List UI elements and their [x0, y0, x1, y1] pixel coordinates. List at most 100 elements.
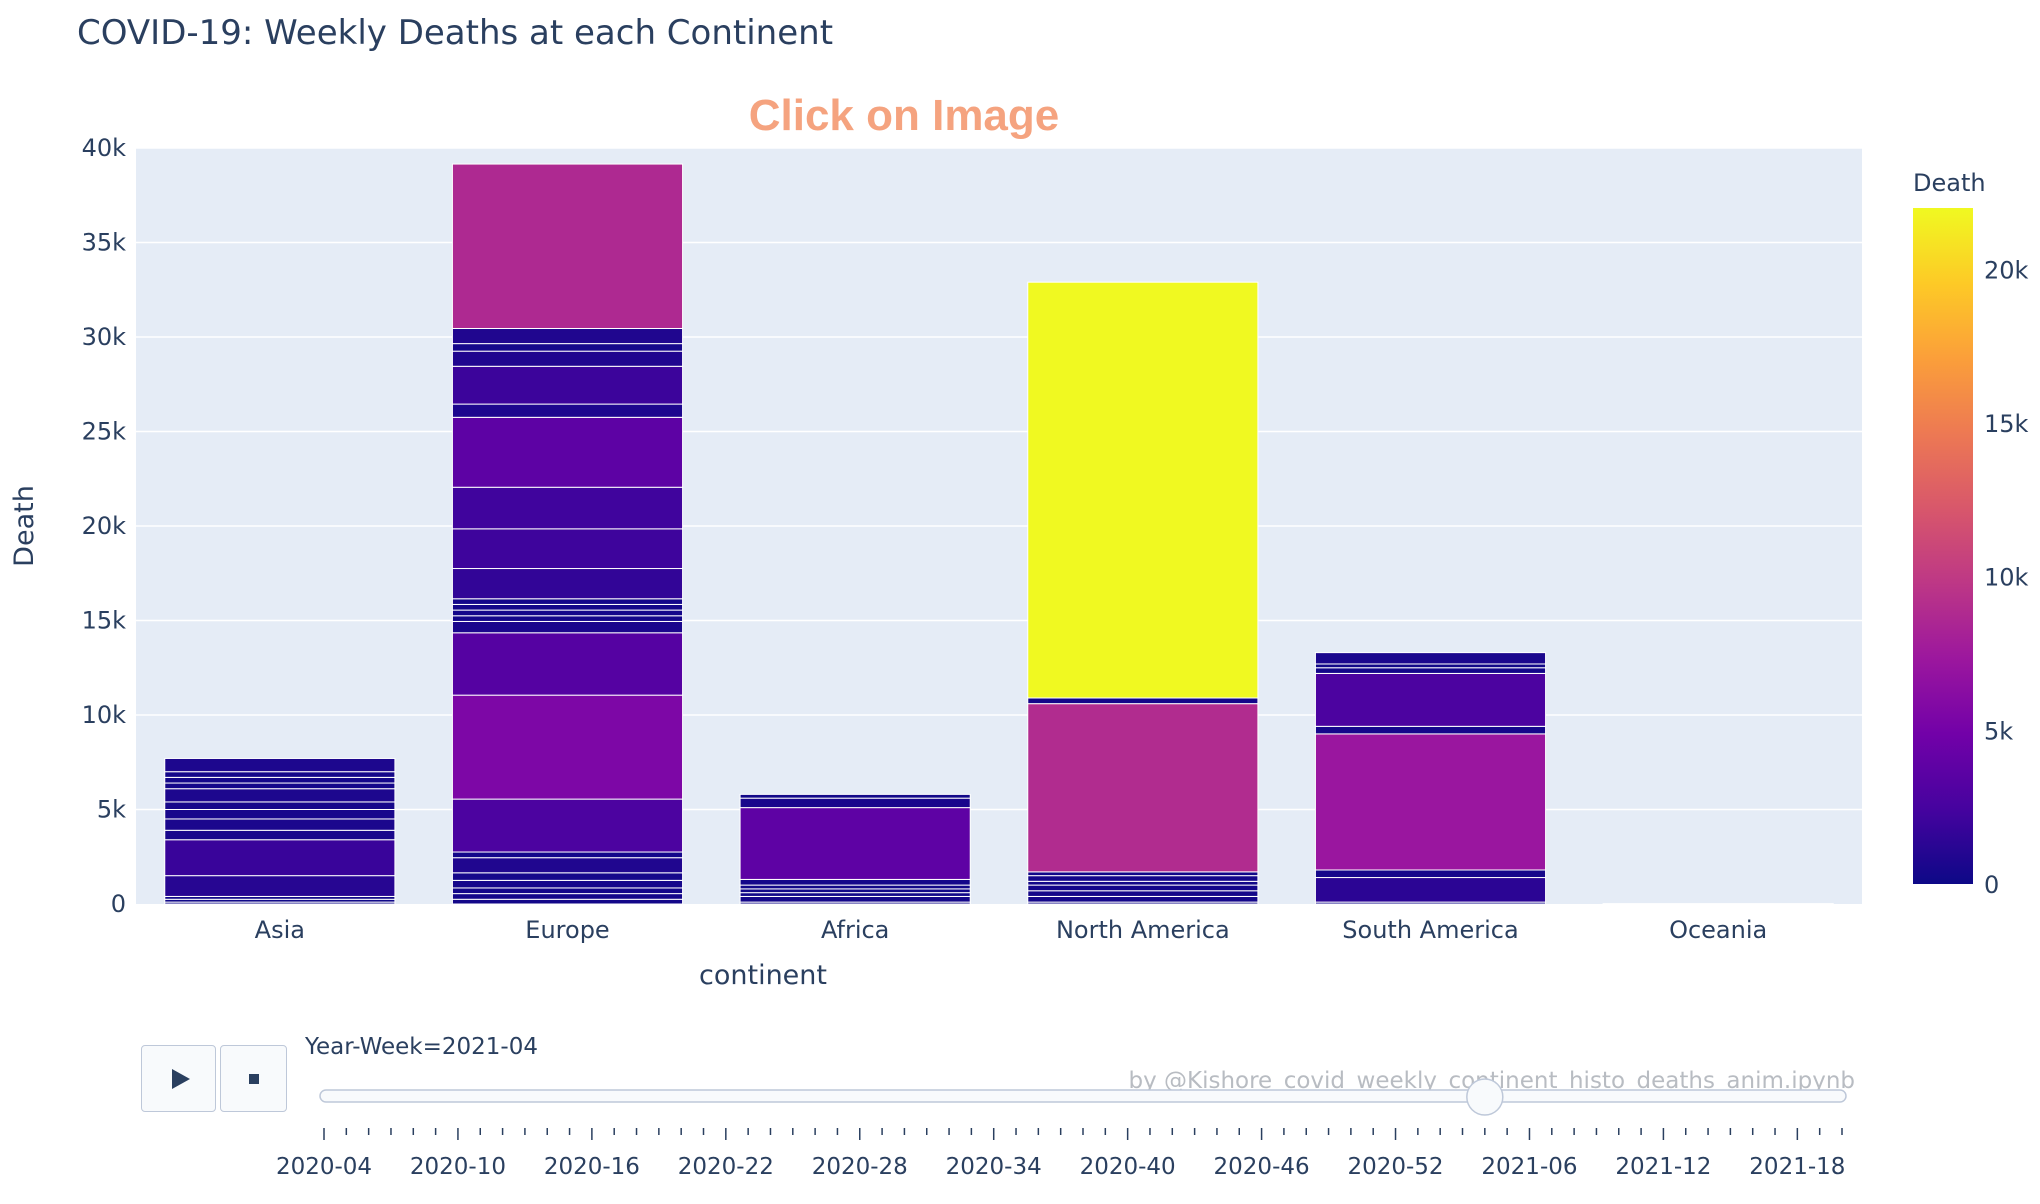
chart-title: COVID-19: Weekly Deaths at each Continen…	[77, 13, 833, 53]
bar-segment[interactable]	[739, 884, 971, 890]
colorbar-ticks: 0 5k 10k 15k 20k	[1984, 256, 2029, 899]
y-tick-label: 40k	[82, 134, 127, 162]
bar-segment[interactable]	[1027, 880, 1259, 886]
bar-segment[interactable]	[451, 486, 684, 530]
bar-segment[interactable]	[164, 776, 396, 784]
x-axis-title: continent	[699, 960, 827, 991]
bar-segment[interactable]	[451, 615, 684, 622]
bar-segment[interactable]	[451, 163, 684, 329]
bar-segment[interactable]	[1027, 875, 1259, 882]
slider-tick-label: 2020-40	[1080, 1154, 1176, 1180]
y-tick-label: 20k	[82, 512, 127, 540]
y-tick-label: 35k	[82, 229, 127, 257]
bar-segment[interactable]	[164, 801, 396, 811]
bar-segment[interactable]	[739, 878, 971, 886]
slider-current-label: Year-Week=2021-04	[304, 1034, 538, 1060]
colorbar-tick-label: 10k	[1984, 564, 2029, 592]
bar-segment[interactable]	[451, 365, 684, 405]
bar-segment[interactable]	[739, 895, 971, 903]
colorbar-tick-label: 15k	[1984, 410, 2029, 438]
bar-segment[interactable]	[164, 771, 396, 778]
bar-segment[interactable]	[1027, 697, 1259, 705]
play-icon	[171, 1068, 190, 1089]
bar-segment[interactable]	[451, 879, 684, 889]
bar-segment[interactable]	[451, 528, 684, 570]
bar-segment[interactable]	[451, 568, 684, 600]
bar-segment[interactable]	[164, 788, 396, 803]
slider-tick-label: 2020-34	[946, 1154, 1042, 1180]
bar-segment[interactable]	[1027, 703, 1259, 873]
bar-segment[interactable]	[1314, 869, 1547, 879]
bar-segment[interactable]	[1027, 890, 1259, 897]
bar-segment[interactable]	[739, 797, 971, 809]
bar-segment[interactable]	[1027, 895, 1259, 903]
bar-segment[interactable]	[1027, 281, 1259, 699]
bar-segment[interactable]	[451, 632, 684, 696]
colorbar-tick-label: 0	[1984, 871, 1999, 899]
bar-segment[interactable]	[451, 893, 684, 900]
bar-segment[interactable]	[164, 809, 396, 820]
slider-tick-label: 2020-04	[276, 1154, 372, 1180]
bar-segment[interactable]	[1314, 877, 1547, 903]
bar-segment[interactable]	[164, 818, 396, 831]
x-tick-label: South America	[1342, 916, 1518, 944]
bar-segment[interactable]	[739, 892, 971, 897]
slider-tick-label: 2021-06	[1481, 1154, 1577, 1180]
bar-segment[interactable]	[451, 857, 684, 874]
colorbar	[1913, 208, 1973, 884]
bar-segment[interactable]	[1027, 884, 1259, 892]
bar-segment[interactable]	[1314, 672, 1547, 727]
bar-segment[interactable]	[451, 350, 684, 367]
stop-button[interactable]	[220, 1045, 287, 1112]
y-axis-ticks: 0 5k 10k 15k 20k 25k 30k 35k 40k	[82, 134, 127, 918]
bar-segment[interactable]	[451, 620, 684, 634]
x-tick-label: Europe	[525, 916, 609, 944]
bar-segment[interactable]	[451, 887, 684, 895]
bar-segment[interactable]	[451, 872, 684, 881]
bar-segment[interactable]	[451, 609, 684, 617]
y-tick-label: 25k	[82, 418, 127, 446]
bar-segment[interactable]	[1314, 733, 1547, 871]
bar-segment[interactable]	[1314, 725, 1547, 735]
slider-tick-label: 2021-18	[1749, 1154, 1845, 1180]
bar-segment[interactable]	[451, 694, 684, 800]
bar-segment[interactable]	[164, 782, 396, 790]
bar-segment[interactable]	[739, 807, 971, 880]
bar-segment[interactable]	[164, 757, 396, 773]
bar-segment[interactable]	[1602, 903, 1834, 905]
bar-segment[interactable]	[1314, 667, 1547, 674]
bar-segment[interactable]	[451, 851, 684, 859]
bar-segment[interactable]	[451, 327, 684, 345]
bar-segment[interactable]	[1027, 871, 1259, 877]
bars[interactable]	[164, 163, 1834, 905]
y-tick-label: 15k	[82, 607, 127, 635]
bar-segment[interactable]	[451, 898, 684, 905]
bar-segment[interactable]	[739, 793, 971, 799]
bar-segment[interactable]	[164, 875, 396, 897]
slider-handle[interactable]	[1466, 1078, 1504, 1116]
bar-segment[interactable]	[451, 416, 684, 488]
slider-tick-label: 2021-12	[1615, 1154, 1711, 1180]
y-gridlines	[136, 147, 1862, 811]
x-axis-ticks: Asia Europe Africa North America South Ameri…	[255, 916, 1768, 944]
bar-segment[interactable]	[451, 343, 684, 352]
slider-tick-label: 2020-22	[678, 1154, 774, 1180]
bar-segment[interactable]	[451, 603, 684, 611]
slider-rail[interactable]	[319, 1089, 1847, 1103]
bar-segment[interactable]	[164, 839, 396, 877]
y-tick-label: 30k	[82, 323, 127, 351]
y-tick-label: 5k	[97, 796, 126, 824]
click-annotation[interactable]: Click on Image	[749, 91, 1060, 140]
bar-segment[interactable]	[1314, 663, 1547, 669]
bar-segment[interactable]	[451, 598, 684, 605]
stop-icon	[248, 1073, 259, 1084]
y-tick-label: 10k	[82, 701, 127, 729]
x-tick-label: Africa	[821, 916, 889, 944]
bar-segment[interactable]	[1314, 652, 1547, 665]
bar-segment[interactable]	[451, 798, 684, 853]
bar-segment[interactable]	[739, 888, 971, 894]
bar-segment[interactable]	[451, 403, 684, 418]
colorbar-tick-label: 5k	[1984, 717, 2013, 745]
play-button[interactable]	[141, 1045, 216, 1112]
bar-segment[interactable]	[164, 829, 396, 841]
